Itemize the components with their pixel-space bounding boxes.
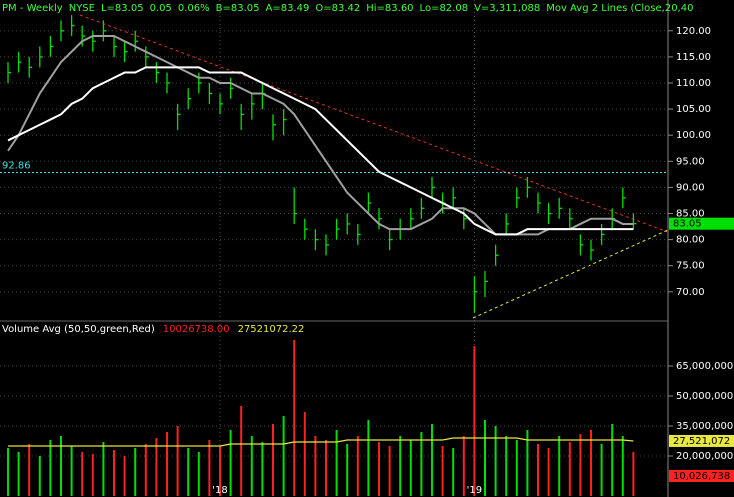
header-item: Lo=82.08 [420, 3, 469, 14]
last-price-label: 83.05 [673, 219, 702, 230]
y-tick-label: 95.00 [676, 156, 705, 167]
y-tick-label: 90.00 [676, 182, 705, 193]
y-tick-label: 100.00 [676, 130, 711, 141]
last-price-box [669, 217, 734, 230]
y-tick-label: 75.00 [676, 261, 705, 272]
volume-low-box [669, 469, 734, 482]
header-item: NYSE [69, 3, 95, 14]
volume-tick-label: 35,000,000 [676, 421, 733, 432]
y-tick-label: 105.00 [676, 104, 711, 115]
header-item: B=83.05 [216, 3, 260, 14]
volume-low-label: 10,026,738 [673, 471, 730, 482]
header-item: 0.05 [150, 3, 172, 14]
volume-average [8, 437, 634, 447]
header-item: Mov Avg 2 Lines (Close,20,40 [546, 3, 693, 14]
y-tick-label: 80.00 [676, 235, 705, 246]
labels: PM - Weekly NYSE L=83.05 0.05 0.06% B=83.05 A=… [2, 3, 734, 496]
plot [7, 15, 637, 496]
volume-avg-label: 27521072.22 [238, 324, 305, 335]
level-label: 92.86 [2, 160, 31, 171]
volume-tick-label: 65,000,000 [676, 361, 733, 372]
header-item: A=83.49 [265, 3, 309, 14]
grid [0, 0, 673, 484]
volume-tick-label: 50,000,000 [676, 391, 733, 402]
y-tick-label: 110.00 [676, 78, 711, 89]
x-tick-label: '18 [212, 485, 227, 496]
y-tick-label: 85.00 [676, 209, 705, 220]
header-item: O=83.42 [315, 3, 360, 14]
volume-low-label: 10026738.00 [163, 324, 230, 335]
y-tick-label: 115.00 [676, 52, 711, 63]
y-tick-label: 70.00 [676, 287, 705, 298]
volume-avg-label: 27,521,072 [673, 436, 730, 447]
resistance-trendline [79, 14, 669, 233]
moving-average [7, 66, 634, 236]
header-item: 0.06% [178, 3, 210, 14]
x-tick-label: '19 [467, 485, 482, 496]
y-tick-label: 120.00 [676, 26, 711, 37]
moving-average [7, 35, 634, 236]
header-item: Hi=83.60 [366, 3, 413, 14]
header-item: L=83.05 [101, 3, 144, 14]
volume-avg-box [669, 434, 734, 447]
volume-title: Volume Avg (50,50,green,Red) [2, 324, 155, 335]
header-item: V=3,311,088 [474, 3, 540, 14]
volume-tick-label: 20,000,000 [676, 451, 733, 462]
header-item: PM - Weekly [2, 3, 63, 14]
